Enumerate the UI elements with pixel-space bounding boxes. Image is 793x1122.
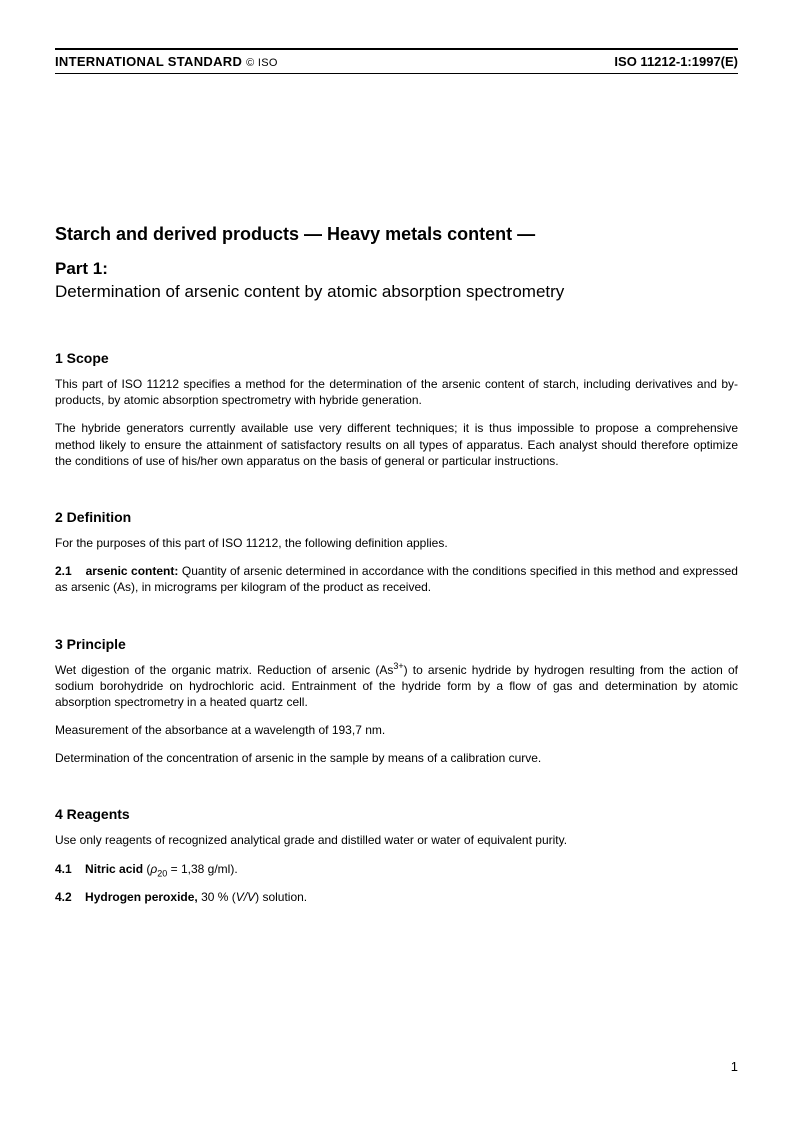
section-principle: 3 Principle Wet digestion of the organic…	[55, 636, 738, 767]
arsenic-superscript: 3+	[393, 661, 403, 671]
reagent-1-spec-post: = 1,38 g/ml).	[167, 862, 237, 876]
reagents-intro: Use only reagents of recognized analytic…	[55, 832, 738, 848]
principle-paragraph-1: Wet digestion of the organic matrix. Red…	[55, 662, 738, 711]
principle-heading: 3 Principle	[55, 636, 738, 652]
page-number: 1	[731, 1059, 738, 1074]
section-scope: 1 Scope This part of ISO 11212 specifies…	[55, 350, 738, 469]
scope-paragraph-1: This part of ISO 11212 specifies a metho…	[55, 376, 738, 408]
definition-intro: For the purposes of this part of ISO 112…	[55, 535, 738, 551]
reagent-1-num: 4.1	[55, 862, 72, 876]
reagent-2-name: Hydrogen peroxide,	[85, 890, 198, 904]
reagent-2-num: 4.2	[55, 890, 72, 904]
section-reagents: 4 Reagents Use only reagents of recogniz…	[55, 806, 738, 905]
principle-p1-pre: Wet digestion of the organic matrix. Red…	[55, 663, 393, 677]
scope-heading: 1 Scope	[55, 350, 738, 366]
principle-paragraph-3: Determination of the concentration of ar…	[55, 750, 738, 766]
vv-symbol: V/V	[236, 890, 255, 904]
document-subtitle: Determination of arsenic content by atom…	[55, 282, 738, 302]
part-label: Part 1:	[55, 259, 738, 279]
reagent-item-2: 4.2 Hydrogen peroxide, 30 % (V/V) soluti…	[55, 889, 738, 905]
document-title: Starch and derived products — Heavy meta…	[55, 224, 738, 245]
reagent-item-1: 4.1 Nitric acid (ρ20 = 1,38 g/ml).	[55, 861, 738, 877]
reagent-2-spec-post: ) solution.	[255, 890, 307, 904]
header-standard-label: INTERNATIONAL STANDARD	[55, 54, 242, 69]
page-header: INTERNATIONAL STANDARD © ISO ISO 11212-1…	[55, 48, 738, 74]
definition-clause: 2.1 arsenic content: Quantity of arsenic…	[55, 563, 738, 595]
clause-number: 2.1	[55, 564, 72, 578]
header-doc-id: ISO 11212-1:1997(E)	[614, 54, 738, 69]
reagent-1-name: Nitric acid	[85, 862, 143, 876]
reagents-heading: 4 Reagents	[55, 806, 738, 822]
definition-heading: 2 Definition	[55, 509, 738, 525]
clause-term: arsenic content:	[86, 564, 179, 578]
reagent-2-spec-pre: 30 % (	[201, 890, 236, 904]
scope-paragraph-2: The hybride generators currently availab…	[55, 420, 738, 469]
header-copyright: © ISO	[246, 57, 278, 69]
section-definition: 2 Definition For the purposes of this pa…	[55, 509, 738, 596]
header-left: INTERNATIONAL STANDARD © ISO	[55, 54, 278, 69]
rho-subscript: 20	[157, 868, 167, 878]
principle-paragraph-2: Measurement of the absorbance at a wavel…	[55, 722, 738, 738]
